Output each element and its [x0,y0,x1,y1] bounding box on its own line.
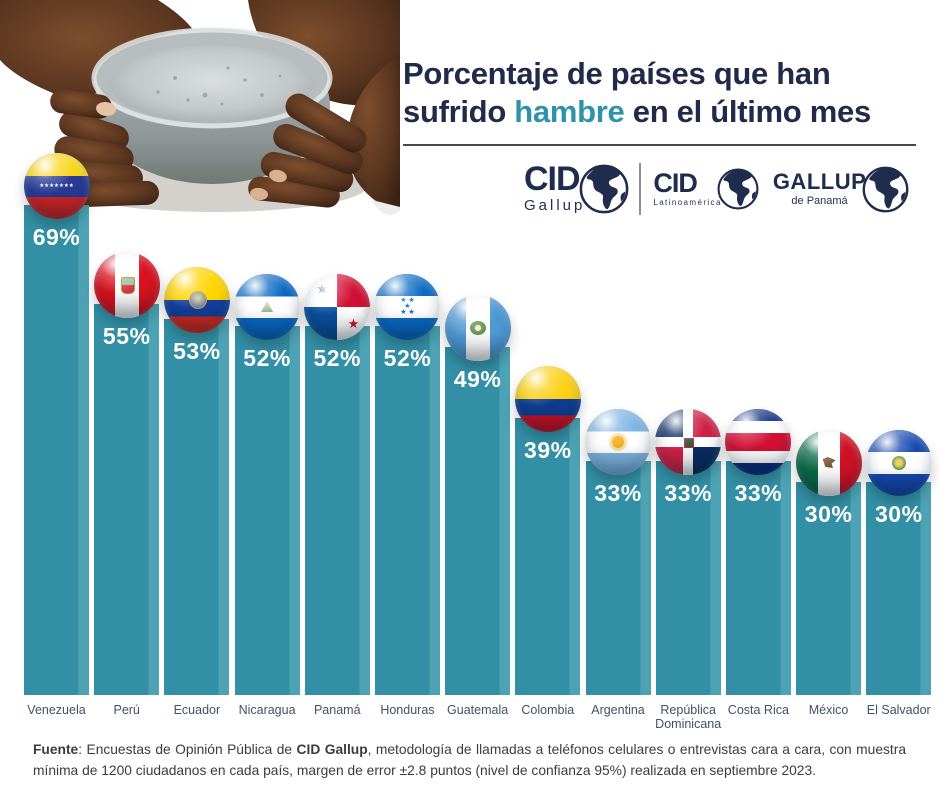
country-label-republica-dominicana: República Dominicana [655,703,722,732]
value-label-peru: 55% [102,323,151,349]
value-label-mexico: 30% [804,501,853,527]
bar-el-salvador: 30% [866,482,932,695]
peru-flag-icon [93,252,160,318]
globe-americas-icon [717,168,759,210]
title-rule [403,143,916,146]
bar-venezuela: 69% [24,205,89,695]
bar-colombia: 39% [515,418,581,695]
hands-holding-empty-bowl-photo [0,0,424,218]
bar-column-colombia: 39% Colombia [514,366,581,717]
value-label-panama: 52% [313,345,362,371]
country-label-nicaragua: Nicaragua [238,703,296,717]
cid-gallup-wordmark: CID [524,160,581,199]
value-label-nicaragua: 52% [243,345,291,371]
value-label-honduras: 52% [383,345,432,371]
title-highlight: hambre [514,93,625,129]
value-label-venezuela: 69% [32,224,81,250]
bar-column-honduras: 52% Honduras [374,274,441,717]
source-text-2: , metodología de llamadas a teléfonos ce… [33,742,906,779]
country-label-mexico: México [808,703,849,717]
bar-column-peru: 55% Perú [93,252,160,717]
title-line2-pre: sufrido [403,93,506,129]
bar-column-el-salvador: 30% El Salvador [865,430,932,717]
logo-row: CID Gallup CID Latinoamérica GALL [524,158,909,220]
gallup-panama-subtext: de Panamá [791,195,848,207]
country-label-guatemala: Guatemala [447,703,509,717]
bar-column-costa-rica: 33% Costa Rica [725,409,792,717]
cid-latinoamerica-logo: CID Latinoamérica [653,168,759,210]
bar-chart: 69% Venezuela 55% Perú 53% Ecuador 52% N… [23,0,932,731]
guatemala-flag-icon [444,295,511,361]
globe-americas-icon [862,166,909,212]
bar-column-venezuela: 69% Venezuela [23,153,90,717]
country-label-ecuador: Ecuador [173,703,221,717]
cid-latinoamerica-subtext: Latinoamérica [653,197,722,207]
bar-argentina: 33% [585,461,651,695]
value-label-colombia: 39% [524,437,572,463]
globe-americas-icon [579,164,629,214]
country-label-honduras: Honduras [380,703,435,717]
venezuela-flag-icon [23,153,90,219]
bar-column-nicaragua: 52% Nicaragua [234,274,301,717]
country-label-peru: Perú [113,703,140,717]
bar-column-argentina: 33% Argentina [585,409,651,717]
country-label-panama: Panamá [313,703,361,717]
source-text-1: : Encuestas de Opinión Pública de [78,742,297,757]
el-salvador-flag-icon [865,430,932,496]
bar-costa-rica: 33% [725,461,791,695]
country-label-el-salvador: El Salvador [866,703,931,717]
value-label-ecuador: 53% [173,338,221,364]
bar-guatemala: 49% [445,347,511,695]
honduras-flag-icon [374,274,441,340]
cid-latinoamerica-wordmark: CID [653,168,698,199]
bar-column-panama: 52% Panamá [304,274,371,717]
nicaragua-flag-icon [234,274,301,340]
bar-honduras: 52% [374,326,440,695]
title-line1: Porcentaje de países que han [403,56,831,91]
gallup-panama-logo: GALLUP de Panamá [773,166,909,213]
colombia-flag-icon [514,366,581,432]
gallup-panama-wordmark: GALLUP [772,169,867,194]
panama-flag-icon [304,274,371,340]
bar-column-guatemala: 49% Guatemala [444,295,511,717]
bar-mexico: 30% [796,482,862,695]
value-label-el-salvador: 30% [874,501,923,527]
title-line2-post: en el último mes [632,93,871,129]
bar-ecuador: 53% [164,319,230,695]
argentina-flag-icon [585,409,651,475]
republica-dominicana-flag-icon [655,409,722,475]
value-label-republica-dominicana: 33% [664,480,712,506]
source-label: Fuente [33,742,79,757]
value-label-argentina: 33% [594,480,642,506]
bar-panama: 52% [304,326,370,695]
value-label-guatemala: 49% [453,366,502,392]
source-brand: CID Gallup [296,742,368,757]
costa-rica-flag-icon [725,409,792,475]
page-title: Porcentaje de países que han sufrido hamb… [403,55,916,131]
bar-peru: 55% [94,304,160,695]
hands-bowl-illustration [0,0,424,215]
header: Porcentaje de países que han sufrido hamb… [403,55,916,146]
bar-republica-dominicana: 33% [655,461,721,695]
ecuador-flag-icon [163,267,230,333]
bar-column-republica-dominicana: 33% República Dominicana [655,409,722,731]
cid-gallup-subtext: Gallup [524,196,586,214]
logo-divider [639,163,642,215]
country-label-costa-rica: Costa Rica [727,703,789,717]
bar-nicaragua: 52% [234,326,300,695]
cid-gallup-logo: CID Gallup [524,160,629,214]
bar-column-mexico: 30% México [795,430,862,717]
country-label-venezuela: Venezuela [27,703,86,717]
country-label-argentina: Argentina [591,703,645,717]
source-note: Fuente: Encuestas de Opinión Pública de … [33,739,906,782]
bar-column-ecuador: 53% Ecuador [163,267,230,717]
value-label-costa-rica: 33% [734,480,783,506]
country-label-colombia: Colombia [521,703,575,717]
mexico-flag-icon [795,430,862,496]
